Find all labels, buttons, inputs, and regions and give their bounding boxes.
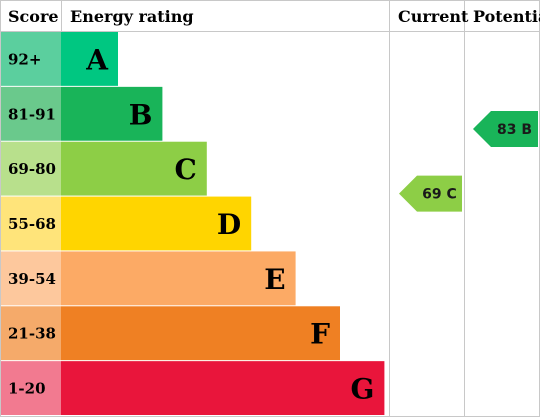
current-header: Current [398, 7, 469, 26]
band-d: 55-68 D [1, 196, 252, 251]
current-rating-arrow-label: 69 C [422, 187, 457, 203]
rating-bar [61, 306, 340, 361]
score-cell [1, 306, 61, 361]
score-cell [1, 361, 61, 415]
band-b: 81-91 B [1, 86, 163, 141]
band-g: 1-20 G [1, 361, 385, 415]
score-label: 69-80 [8, 160, 56, 178]
band-letter: D [217, 208, 241, 241]
rating-bar [61, 251, 296, 306]
score-label: 55-68 [8, 215, 56, 233]
score-label: 81-91 [8, 105, 56, 123]
rating-bands: 92+ A 81-91 B 69-80 C 55-68 D 39-54 E 21-38 F 1-20 G [1, 32, 385, 415]
band-letter: G [350, 373, 374, 406]
band-e: 39-54 E [1, 251, 296, 306]
score-label: 92+ [8, 50, 41, 68]
band-f: 21-38 F [1, 306, 340, 361]
rating-bar [61, 32, 118, 86]
band-letter: E [264, 263, 285, 296]
band-a: 92+ A [1, 32, 118, 86]
score-header: Score [8, 7, 59, 26]
score-cell [1, 86, 61, 141]
potential-rating-arrow-shape [473, 110, 538, 147]
potential-rating-arrow: 83 B [473, 110, 538, 147]
band-letter: B [129, 98, 153, 131]
band-letter: F [310, 318, 330, 351]
energy-rating-header: Energy rating [70, 7, 194, 26]
score-cell [1, 251, 61, 306]
current-rating-arrow-shape [399, 175, 462, 212]
rating-bar [61, 86, 163, 141]
rating-bar [61, 196, 252, 251]
potential-header: Potential [473, 7, 540, 26]
potential-rating-arrow-label: 83 B [497, 122, 532, 138]
score-cell [1, 141, 61, 196]
score-cell [1, 196, 61, 251]
score-label: 21-38 [8, 325, 56, 343]
rating-bar [61, 361, 385, 415]
band-c: 69-80 C [1, 141, 207, 196]
band-letter: A [85, 43, 109, 76]
score-cell [1, 32, 61, 86]
current-rating-arrow: 69 C [399, 175, 462, 212]
score-label: 1-20 [8, 380, 46, 398]
rating-indicators: 69 C 83 B [399, 110, 538, 212]
score-label: 39-54 [8, 270, 56, 288]
band-letter: C [175, 153, 197, 186]
rating-bar [61, 141, 207, 196]
